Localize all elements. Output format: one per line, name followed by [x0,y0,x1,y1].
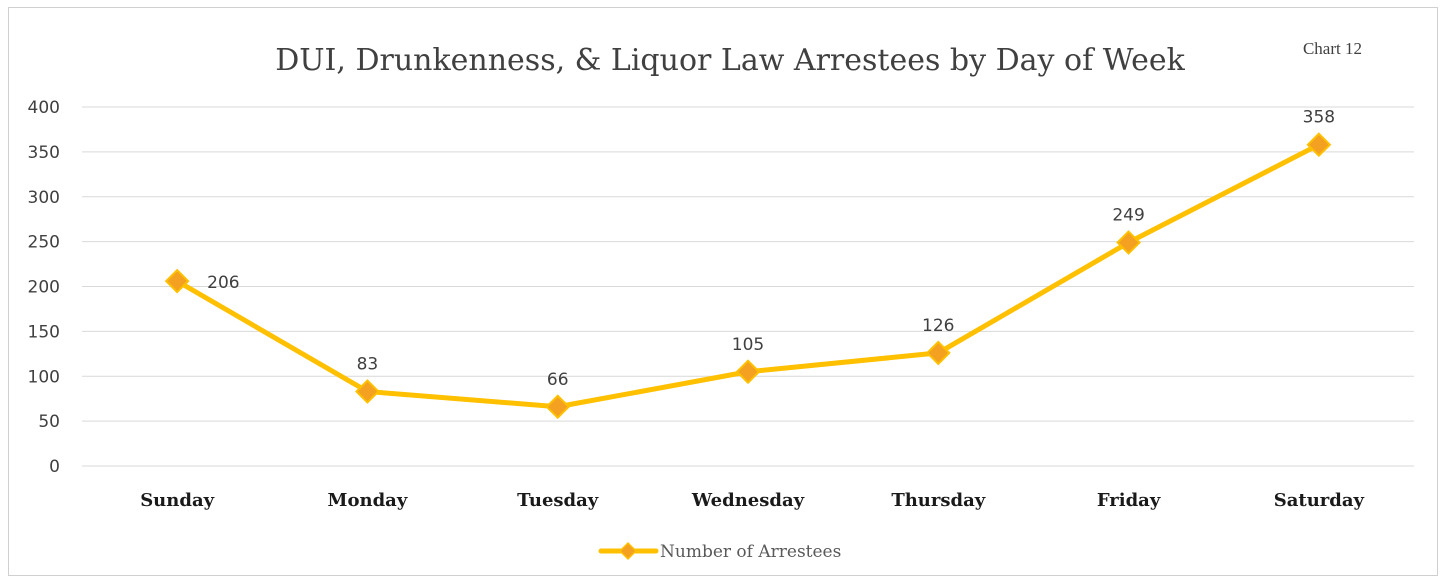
series-group [164,132,1332,420]
gridlines [82,106,1414,467]
x-tick-label: Monday [328,490,408,511]
x-tick-label: Wednesday [691,490,805,511]
x-tick-label: Sunday [140,490,214,511]
chart-frame [8,7,1438,576]
legend-marker-swatch [618,541,638,561]
y-tick-label: 150 [28,322,60,342]
chart-title: DUI, Drunkenness, & Liquor Law Arrestees… [275,43,1185,78]
data-point-marker [925,340,951,366]
data-point-marker [1116,230,1141,255]
data-point-marker [735,359,761,385]
y-tick-label: 300 [28,188,60,208]
x-tick-label: Tuesday [517,490,599,511]
data-label: 105 [732,335,764,355]
legend-label: Number of Arrestees [660,542,841,562]
data-label: 126 [922,316,954,336]
y-axis-ticks: 0 50 100 150 200 250 300 350 400 [28,98,60,477]
data-label: 206 [207,273,239,293]
y-tick-label: 350 [28,143,60,163]
data-label: 249 [1112,206,1144,226]
legend: Number of Arrestees [598,541,841,562]
y-tick-label: 250 [28,233,60,253]
data-point-marker [164,268,190,294]
x-axis-ticks: Sunday Monday Tuesday Wednesday Thursday Frid… [140,490,1364,511]
x-tick-label: Friday [1097,490,1161,511]
y-tick-label: 0 [49,457,60,477]
data-label: 358 [1303,108,1335,128]
chart-number-label: Chart 12 [1303,39,1362,58]
data-labels: 206 83 66 105 126 249 358 [207,108,1335,390]
data-point-marker [545,394,571,420]
data-point-marker [355,379,380,404]
y-tick-label: 200 [28,278,60,298]
x-tick-label: Saturday [1274,490,1365,511]
y-tick-label: 400 [28,98,60,118]
data-label: 66 [547,370,569,390]
y-tick-label: 100 [28,367,60,387]
y-tick-label: 50 [38,412,60,432]
data-label: 83 [357,355,379,375]
x-tick-label: Thursday [891,490,985,511]
data-point-marker [1306,132,1332,158]
